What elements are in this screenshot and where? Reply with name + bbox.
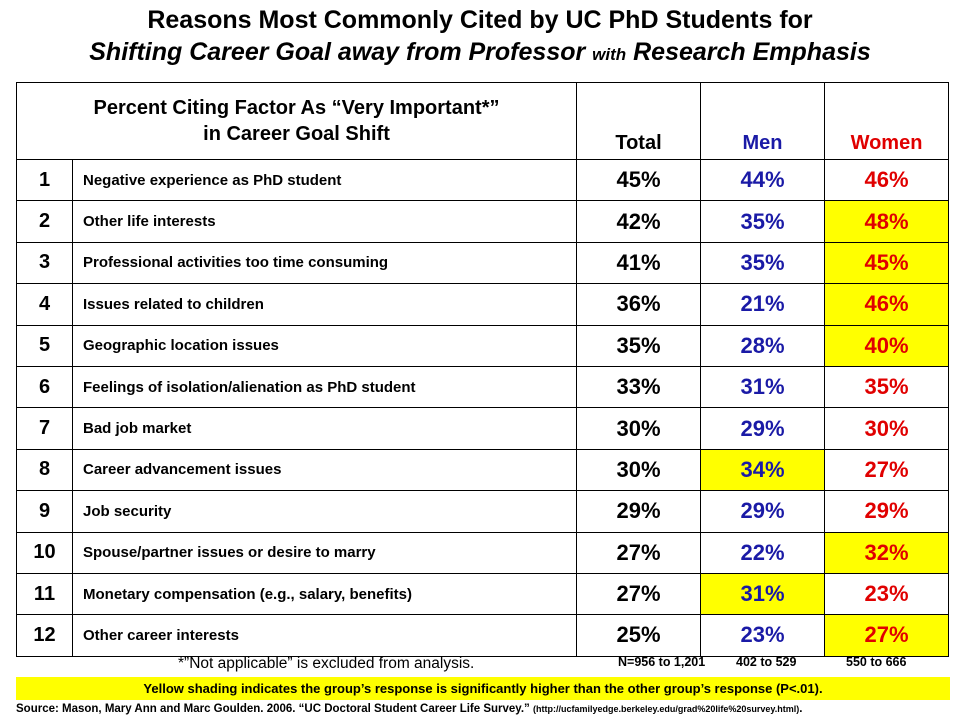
row-women: 45% [824,241,949,285]
header-factor: Percent Citing Factor As “Very Important… [16,82,577,160]
row-women: 40% [824,324,949,367]
row-women: 23% [824,572,949,616]
row-rank: 4 [16,283,73,326]
row-men: 31% [700,572,825,616]
footnote: *”Not applicable” is excluded from analy… [178,655,475,672]
table-row: 8 Career advancement issues 30% 34% 27% [16,448,949,492]
n-total: N=956 to 1,201 [618,655,706,669]
source-url: (http://ucfamilyedge.berkeley.edu/grad%2… [532,704,800,714]
row-men: 28% [700,324,825,367]
row-rank: 3 [16,241,73,285]
table-row: 2 Other life interests 42% 35% 48% [16,200,949,243]
source-citation: Source: Mason, Mary Ann and Marc Goulden… [16,703,802,715]
table-row: 4 Issues related to children 36% 21% 46% [16,283,949,326]
row-women: 30% [824,407,949,450]
source-end: . [799,703,803,715]
table-row: 11 Monetary compensation (e.g., salary, b… [16,572,949,616]
header-factor-line1: Percent Citing Factor As “Very Important… [93,97,500,119]
row-women: 29% [824,490,949,533]
row-rank: 12 [16,614,73,657]
row-factor: Geographic location issues [72,324,577,367]
row-total: 42% [576,200,701,243]
header-factor-line2: in Career Goal Shift [203,123,390,145]
row-rank: 11 [16,572,73,616]
row-men: 22% [700,531,825,574]
row-men: 29% [700,490,825,533]
subtitle-part-a: Shifting Career Goal away from Professor [89,38,593,66]
row-rank: 2 [16,200,73,243]
row-rank: 7 [16,407,73,450]
row-total: 33% [576,365,701,409]
row-men: 34% [700,448,825,492]
n-men: 402 to 529 [736,655,797,669]
row-men: 31% [700,365,825,409]
row-men: 21% [700,283,825,326]
row-factor: Other career interests [72,614,577,657]
row-total: 41% [576,241,701,285]
row-factor: Feelings of isolation/alienation as PhD … [72,365,577,409]
header-men: Men [700,82,825,160]
row-men: 44% [700,158,825,202]
row-women: 35% [824,365,949,409]
row-women: 46% [824,283,949,326]
row-rank: 8 [16,448,73,492]
row-women: 32% [824,531,949,574]
row-total: 35% [576,324,701,367]
chart-subtitle: Shifting Career Goal away from Professor… [0,38,960,67]
chart-title: Reasons Most Commonly Cited by UC PhD St… [147,6,813,34]
row-total: 45% [576,158,701,202]
row-men: 29% [700,407,825,450]
table-row: 12 Other career interests 25% 23% 27% [16,614,949,657]
row-total: 25% [576,614,701,657]
row-factor: Negative experience as PhD student [72,158,577,202]
row-men: 35% [700,241,825,285]
header-total: Total [576,82,701,160]
row-women: 48% [824,200,949,243]
subtitle-part-b: with [592,45,627,64]
header-women: Women [824,82,949,160]
header-row: Percent Citing Factor As “Very Important… [16,82,949,160]
n-women: 550 to 666 [846,655,907,669]
row-factor: Professional activities too time consumi… [72,241,577,285]
significance-note: Yellow shading indicates the group’s res… [16,677,950,700]
table-row: 10 Spouse/partner issues or desire to mar… [16,531,949,574]
table-row: 9 Job security 29% 29% 29% [16,490,949,533]
row-women: 46% [824,158,949,202]
row-rank: 10 [16,531,73,574]
table-row: 3 Professional activities too time consum… [16,241,949,285]
row-men: 35% [700,200,825,243]
row-total: 30% [576,448,701,492]
row-factor: Career advancement issues [72,448,577,492]
row-factor: Spouse/partner issues or desire to marry [72,531,577,574]
row-rank: 5 [16,324,73,367]
row-rank: 9 [16,490,73,533]
row-rank: 6 [16,365,73,409]
subtitle-part-c: Research Emphasis [626,38,871,66]
table-row: 1 Negative experience as PhD student 45% 44… [16,158,949,202]
table-row: 5 Geographic location issues 35% 28% 40% [16,324,949,367]
row-women: 27% [824,614,949,657]
source-text: Source: Mason, Mary Ann and Marc Goulden… [16,703,533,715]
table-row: 7 Bad job market 30% 29% 30% [16,407,949,450]
row-factor: Job security [72,490,577,533]
row-total: 29% [576,490,701,533]
row-rank: 1 [16,158,73,202]
row-total: 27% [576,531,701,574]
row-women: 27% [824,448,949,492]
row-factor: Bad job market [72,407,577,450]
row-factor: Other life interests [72,200,577,243]
row-men: 23% [700,614,825,657]
row-total: 27% [576,572,701,616]
table-row: 6 Feelings of isolation/alienation as PhD… [16,365,949,409]
row-factor: Monetary compensation (e.g., salary, ben… [72,572,577,616]
table-body: 1 Negative experience as PhD student 45% 44… [16,158,949,657]
row-total: 30% [576,407,701,450]
row-total: 36% [576,283,701,326]
row-factor: Issues related to children [72,283,577,326]
results-table: Percent Citing Factor As “Very Important… [16,82,949,657]
